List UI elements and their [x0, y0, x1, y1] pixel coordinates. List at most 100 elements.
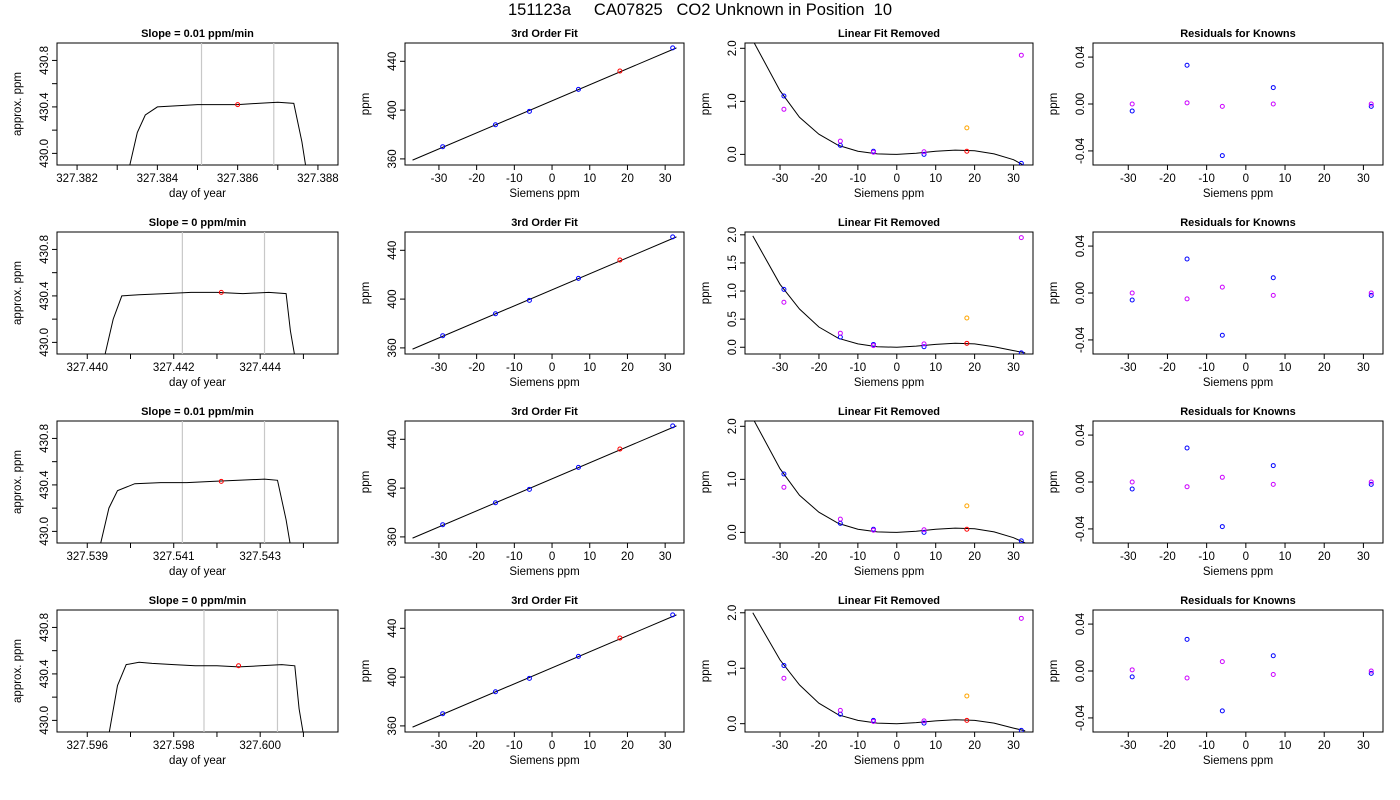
data-point	[1219, 332, 1225, 338]
x-tick-label: -20	[811, 740, 828, 752]
plot-frame	[744, 231, 1034, 355]
panel-title: 3rd Order Fit	[511, 217, 578, 229]
panel-1-0: Slope = 0 ppm/min 327.440 327.442 327.444 43…	[12, 217, 339, 389]
x-tick-label: -30	[1120, 740, 1137, 752]
x-tick-label: -10	[1198, 740, 1215, 752]
y-tick-label: 0.04	[1075, 423, 1087, 446]
y-tick-label: 1.5	[727, 255, 739, 271]
data-point	[1018, 727, 1024, 732]
y-axis-label: ppm	[700, 93, 712, 115]
fit-curve	[752, 612, 1026, 732]
x-tick-label: 30	[1007, 362, 1020, 374]
data-point	[1018, 160, 1024, 165]
x-tick-label: 30	[659, 740, 672, 752]
data-point	[781, 299, 787, 305]
y-tick-label: 430.8	[39, 46, 51, 75]
plot-frame	[404, 42, 685, 166]
data-point	[781, 662, 787, 668]
y-axis-label: approx. ppm	[12, 72, 24, 136]
y-tick-label: -0.04	[1075, 137, 1087, 164]
x-axis-label: Siemens ppm	[854, 377, 924, 389]
data-point	[964, 340, 970, 346]
x-tick-label: -20	[468, 740, 485, 752]
data-point	[870, 343, 876, 349]
data-point	[1368, 292, 1374, 298]
panel-title: Linear Fit Removed	[838, 595, 940, 607]
data-point	[670, 45, 676, 51]
y-tick-label: 400	[387, 479, 399, 498]
panel-0-2: Linear Fit Removed -30 -20 -10 0 10 20 30 0.0 1.0…	[700, 28, 1034, 200]
data-point	[921, 149, 927, 155]
x-tick-label: -10	[506, 173, 523, 185]
plot-frame	[1092, 420, 1384, 544]
y-tick-label: 0.04	[1075, 612, 1087, 635]
data-point	[870, 149, 876, 155]
y-axis-label: ppm	[1048, 93, 1060, 115]
panel-title: Residuals for Knowns	[1180, 595, 1296, 607]
y-axis-label: approx. ppm	[12, 639, 24, 703]
plot-area	[752, 235, 1026, 354]
panel-title: Slope = 0 ppm/min	[149, 217, 247, 229]
data-point	[526, 108, 532, 114]
panel-title: 3rd Order Fit	[511, 28, 578, 40]
x-tick-label: 327.598	[153, 740, 195, 752]
x-tick-label: 20	[1318, 551, 1331, 563]
y-tick-label: 360	[387, 716, 399, 735]
panel-2-1: 3rd Order Fit -30 -20 -10 0 10 20 30 360 400 440 Si…	[360, 406, 685, 578]
y-tick-label: 2.0	[727, 418, 739, 434]
x-tick-label: -10	[850, 173, 867, 185]
x-tick-label: -10	[850, 740, 867, 752]
plot-area	[412, 45, 677, 161]
y-tick-label: 440	[387, 619, 399, 638]
data-point	[1219, 153, 1225, 159]
x-tick-label: 30	[1007, 173, 1020, 185]
data-point	[617, 446, 623, 452]
y-axis-label: ppm	[700, 660, 712, 682]
panel-title: 3rd Order Fit	[511, 406, 578, 418]
data-point	[1129, 674, 1135, 680]
y-tick-label: 430.4	[39, 281, 51, 310]
y-tick-label: 360	[387, 338, 399, 357]
data-point	[921, 718, 927, 724]
x-tick-label: -10	[850, 362, 867, 374]
x-tick-label: 20	[968, 740, 981, 752]
x-tick-label: 327.440	[66, 362, 108, 374]
x-tick-label: 0	[1243, 362, 1249, 374]
x-tick-label: -30	[772, 740, 789, 752]
data-point	[1219, 103, 1225, 109]
x-tick-label: -30	[431, 173, 448, 185]
x-tick-label: 10	[1279, 362, 1292, 374]
x-tick-label: 0	[894, 362, 900, 374]
data-point	[1368, 670, 1374, 676]
data-point	[1018, 430, 1024, 436]
data-point	[1184, 256, 1190, 262]
x-tick-label: -30	[431, 551, 448, 563]
plot-area	[100, 421, 291, 543]
data-point	[781, 93, 787, 99]
x-tick-label: 327.600	[239, 740, 281, 752]
plot-area	[752, 612, 1026, 732]
data-point	[1270, 101, 1276, 107]
data-point	[1270, 672, 1276, 678]
series-line	[108, 661, 304, 732]
y-tick-label: 0.0	[727, 146, 739, 162]
x-axis-label: day of year	[169, 188, 226, 200]
data-point	[1184, 100, 1190, 106]
x-tick-label: 327.384	[137, 173, 179, 185]
data-point	[1219, 474, 1225, 480]
x-tick-label: 10	[1279, 551, 1292, 563]
plot-area	[1129, 445, 1374, 530]
x-tick-label: 327.539	[66, 551, 108, 563]
data-point	[575, 653, 581, 659]
plot-frame	[744, 609, 1034, 733]
plot-frame	[1092, 609, 1384, 733]
plot-frame	[1092, 42, 1384, 166]
y-tick-label: 400	[387, 668, 399, 687]
panel-3-0: Slope = 0 ppm/min 327.596 327.598 327.600 43…	[12, 595, 339, 767]
panel-title: Residuals for Knowns	[1180, 406, 1296, 418]
x-axis-label: Siemens ppm	[509, 566, 579, 578]
data-point	[964, 693, 970, 699]
data-point	[670, 612, 676, 618]
data-point	[1219, 659, 1225, 665]
x-tick-label: -10	[506, 551, 523, 563]
